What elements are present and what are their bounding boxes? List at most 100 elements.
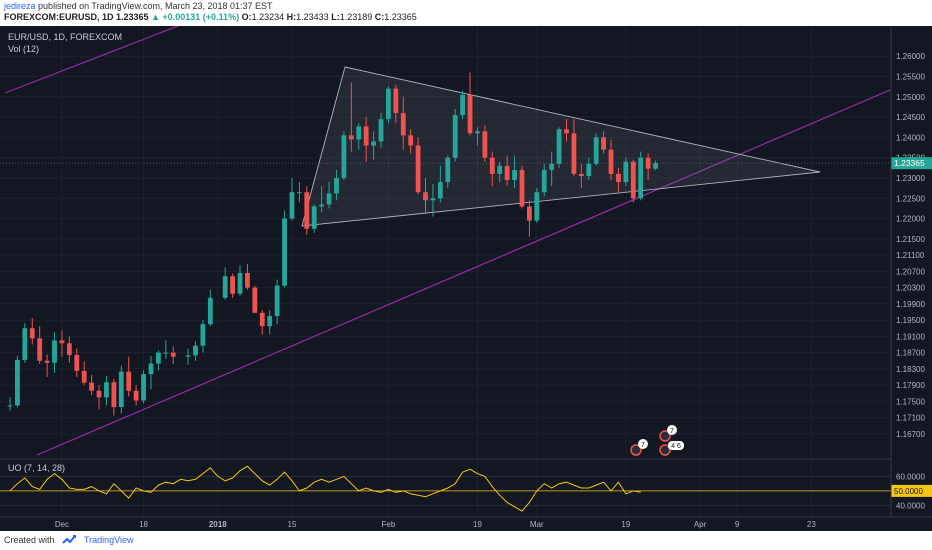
candle-body bbox=[564, 129, 569, 134]
candle-body bbox=[393, 88, 399, 114]
candle-body bbox=[423, 192, 428, 201]
candle-body bbox=[371, 141, 376, 146]
candle bbox=[118, 365, 124, 414]
candle bbox=[341, 131, 347, 181]
candle bbox=[638, 151, 644, 201]
candle-body bbox=[527, 206, 532, 221]
candle bbox=[259, 309, 265, 335]
oscillator-line bbox=[9, 465, 641, 512]
low-label: L: bbox=[331, 12, 340, 22]
last-price: 1.23365 bbox=[116, 12, 149, 22]
candle-body bbox=[15, 359, 20, 406]
candle-body bbox=[89, 382, 95, 391]
candles bbox=[7, 72, 658, 416]
candle bbox=[74, 348, 80, 377]
candle-body bbox=[252, 287, 258, 313]
candle bbox=[556, 127, 562, 168]
candle bbox=[482, 125, 488, 162]
candle bbox=[200, 320, 206, 353]
candle-body bbox=[118, 371, 124, 408]
publish-header: jedireza published on TradingView.com, M… bbox=[0, 0, 932, 26]
candle bbox=[193, 341, 198, 361]
price-tick-label: 1.20300 bbox=[896, 284, 925, 293]
candle-body bbox=[74, 355, 80, 371]
candle-body bbox=[267, 316, 273, 327]
high-value: 1.23433 bbox=[296, 12, 329, 22]
candle bbox=[185, 348, 191, 365]
candle bbox=[356, 123, 362, 150]
candle bbox=[22, 323, 28, 363]
symbol-legend: EUR/USD, 1D, FOREXCOM bbox=[8, 32, 122, 42]
time-tick-label: 2018 bbox=[209, 520, 227, 529]
author-link[interactable]: jedireza bbox=[4, 1, 36, 11]
candle-body bbox=[237, 273, 243, 294]
candle bbox=[170, 346, 176, 364]
candle-body bbox=[133, 390, 139, 401]
time-tick-label: Feb bbox=[382, 520, 396, 529]
upper-trendline[interactable] bbox=[4, 26, 179, 94]
candle-body bbox=[452, 115, 458, 158]
chart-area[interactable]: 1.260001.255001.250001.245001.240001.235… bbox=[0, 26, 932, 531]
price-tick-label: 1.23000 bbox=[896, 174, 925, 183]
candle bbox=[37, 326, 43, 364]
event-count: 7 bbox=[641, 442, 645, 449]
open-value: 1.23234 bbox=[251, 12, 285, 22]
candle bbox=[564, 119, 569, 142]
candle-body bbox=[66, 343, 72, 356]
candle-body bbox=[415, 145, 421, 193]
candle-body bbox=[541, 169, 547, 193]
candle-body bbox=[363, 126, 369, 146]
candle-body bbox=[126, 371, 132, 391]
candle bbox=[586, 157, 592, 181]
price-tick-label: 1.18700 bbox=[896, 349, 925, 358]
time-axis[interactable]: Dec 18 2018 15 Feb 19 Mar 19 Apr 9 23 bbox=[55, 520, 817, 529]
candle bbox=[408, 129, 414, 154]
oscillator-midline-tag-text: 50.0000 bbox=[894, 487, 923, 496]
tradingview-link[interactable]: TradingView bbox=[84, 535, 134, 545]
candle bbox=[504, 155, 510, 187]
price-tick-label: 1.24500 bbox=[896, 113, 925, 122]
candle-body bbox=[437, 182, 443, 199]
candle-body bbox=[489, 157, 495, 174]
open-label: O: bbox=[241, 12, 252, 22]
candle bbox=[593, 133, 599, 166]
candle-body bbox=[7, 405, 13, 407]
candle bbox=[282, 210, 287, 288]
publish-info: jedireza published on TradingView.com, M… bbox=[4, 1, 273, 11]
candle bbox=[96, 385, 102, 410]
event-marker[interactable]: 7 bbox=[659, 425, 677, 442]
candle-body bbox=[274, 285, 280, 317]
candle bbox=[371, 131, 376, 160]
candle bbox=[460, 90, 466, 120]
candle bbox=[267, 309, 273, 335]
candle-body bbox=[104, 382, 109, 398]
candle bbox=[111, 379, 117, 416]
candle bbox=[430, 184, 436, 217]
candle-body bbox=[156, 352, 161, 364]
candle bbox=[237, 265, 243, 296]
candle-body bbox=[356, 126, 362, 140]
price-tick-label: 1.25500 bbox=[896, 72, 925, 81]
event-marker[interactable]: 7 bbox=[630, 439, 648, 456]
time-tick-label: 19 bbox=[621, 520, 630, 529]
lower-trendline[interactable] bbox=[36, 89, 891, 456]
candle-body bbox=[207, 297, 213, 325]
candle-body bbox=[37, 338, 43, 361]
time-tick-label: 15 bbox=[288, 520, 297, 529]
event-markers[interactable]: 7 7 4 6 bbox=[630, 425, 684, 456]
last-price-tag: 1.23365 bbox=[891, 157, 932, 170]
candle bbox=[245, 264, 250, 290]
candle-body bbox=[408, 135, 414, 146]
candle bbox=[386, 86, 391, 124]
candle bbox=[326, 182, 332, 209]
candle-body bbox=[148, 363, 154, 375]
price-change: ▲ +0.00131 (+0.11%) bbox=[151, 12, 240, 22]
candle bbox=[163, 340, 169, 359]
candle bbox=[437, 165, 443, 203]
event-marker[interactable]: 4 6 bbox=[659, 441, 684, 456]
candle-body bbox=[52, 340, 57, 363]
candle bbox=[7, 397, 13, 411]
price-tick-label: 1.26000 bbox=[896, 52, 925, 61]
oscillator-legend: UO (7, 14, 28) bbox=[8, 463, 65, 473]
candle-body bbox=[319, 204, 325, 207]
